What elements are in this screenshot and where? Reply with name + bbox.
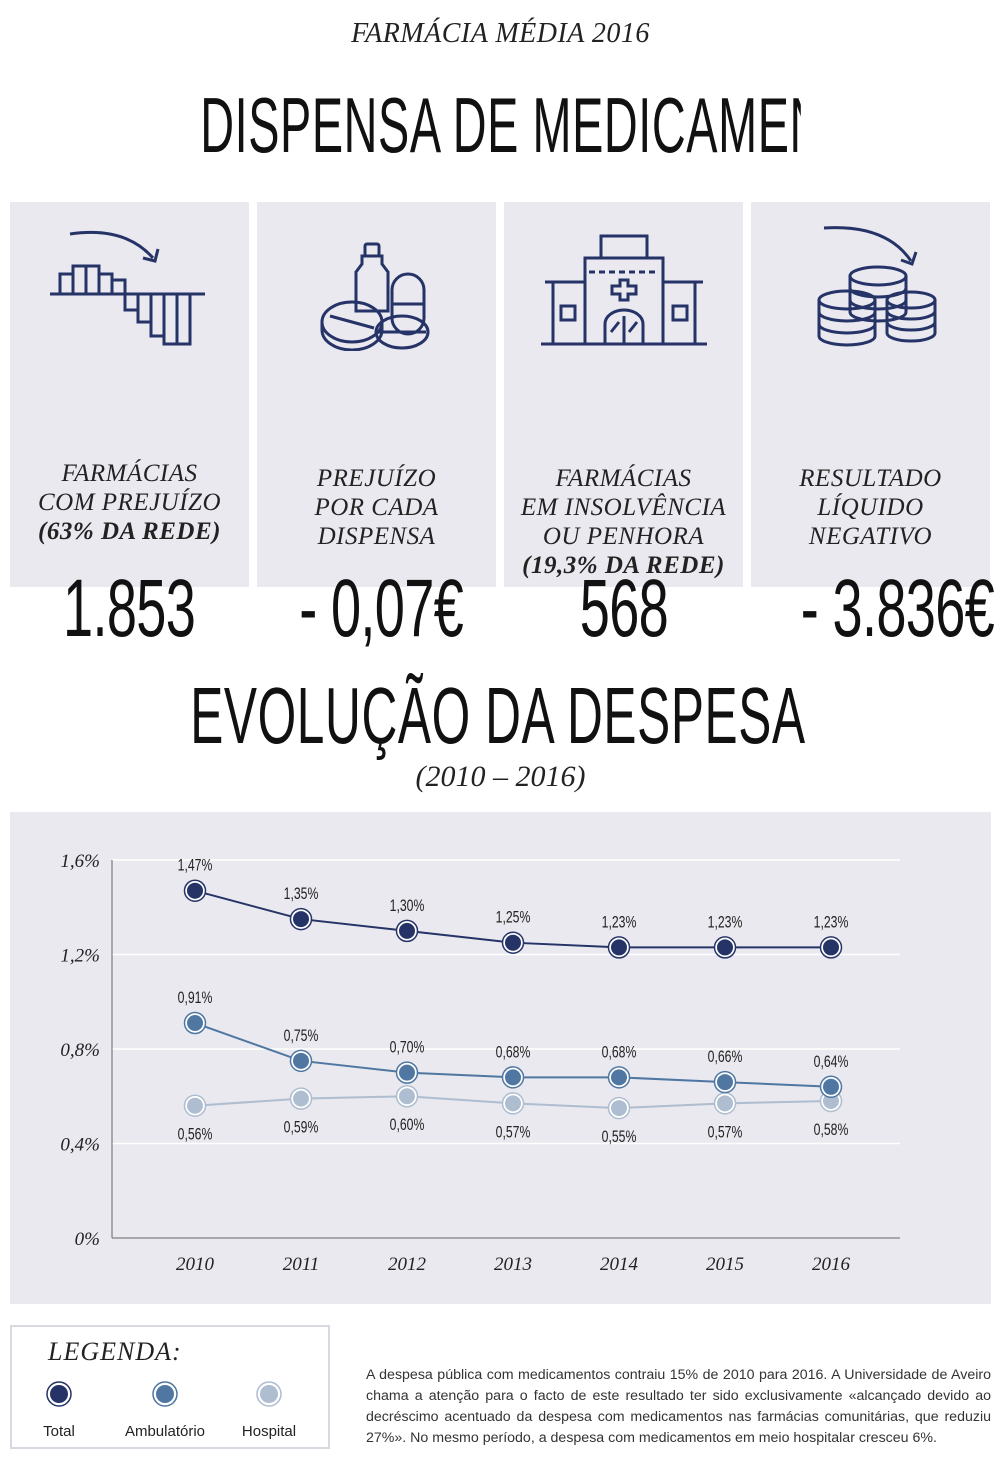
data-label: 0,57%	[496, 1124, 531, 1142]
stat-caption: RESULTADO LÍQUIDO NEGATIVO	[799, 465, 942, 550]
data-point	[823, 939, 839, 956]
y-tick-label: 0,4%	[60, 1135, 100, 1156]
legend-item-hospital: Hospital	[214, 1379, 324, 1440]
data-point	[293, 1090, 309, 1107]
data-label: 0,64%	[814, 1053, 849, 1071]
x-tick-label: 2016	[812, 1254, 851, 1275]
data-label: 0,70%	[390, 1039, 425, 1057]
pharmacy-building-icon	[541, 234, 707, 346]
data-point	[611, 939, 627, 956]
x-tick-label: 2013	[494, 1254, 532, 1275]
declining-bars-icon	[50, 230, 205, 346]
stat-card-loss-per-dispense: - 0,07€ PREJUÍZO POR CADA DISPENSA	[257, 202, 496, 654]
legend-label: Ambulatório	[124, 1423, 206, 1440]
data-label: 1,23%	[602, 914, 637, 932]
legend-item-ambulatorio: Ambulatório	[110, 1379, 220, 1440]
stat-value: 1.853	[63, 563, 196, 654]
data-label: 0,66%	[708, 1048, 743, 1066]
data-label: 0,75%	[284, 1027, 319, 1045]
data-point	[187, 882, 203, 899]
data-point	[717, 939, 733, 956]
data-label: 0,55%	[602, 1128, 637, 1146]
legend-marker-ambulatorio	[152, 1381, 178, 1407]
data-point	[293, 911, 309, 928]
stat-caption: FARMÁCIAS EM INSOLVÊNCIA OU PENHORA (19,…	[504, 464, 743, 580]
data-label: 1,47%	[178, 857, 213, 875]
data-label: 1,23%	[814, 914, 849, 932]
data-label: 1,25%	[496, 909, 531, 927]
data-point	[505, 1069, 521, 1086]
data-label: 0,58%	[814, 1121, 849, 1139]
data-label: 0,91%	[178, 989, 213, 1007]
data-point	[717, 1095, 733, 1112]
data-point	[293, 1052, 309, 1069]
legend: LEGENDA: Total Ambulatório Hospital	[10, 1325, 330, 1449]
y-tick-label: 1,6%	[60, 851, 100, 872]
data-point	[187, 1097, 203, 1114]
section-period: (2010 – 2016)	[415, 760, 586, 793]
stat-card-insolvent-pharmacies: 568 FARMÁCIAS EM INSOLVÊNCIA OU PENHORA …	[504, 202, 743, 654]
data-point	[399, 922, 415, 939]
data-point	[187, 1015, 203, 1032]
data-point	[717, 1074, 733, 1091]
coin-stacks-icon	[817, 226, 937, 347]
headline: DISPENSA DE MEDICAMENTOS COMPARTICIPADOS	[200, 81, 801, 169]
section-title: EVOLUÇÃO DA DESPESA COM MEDICAMENTOS	[190, 671, 811, 760]
legend-title: LEGENDA:	[48, 1337, 182, 1366]
data-label: 1,23%	[708, 914, 743, 932]
data-point	[823, 1078, 839, 1095]
stat-value: - 3.836€	[800, 563, 995, 654]
stat-caption: PREJUÍZO POR CADA DISPENSA	[314, 465, 439, 550]
data-point	[505, 1095, 521, 1112]
footnote: A despesa pública com medicamentos contr…	[366, 1367, 991, 1446]
data-label: 0,59%	[284, 1119, 319, 1137]
legend-marker-hospital	[256, 1381, 282, 1407]
data-label: 0,68%	[496, 1044, 531, 1062]
data-label: 0,60%	[390, 1116, 425, 1134]
data-label: 0,57%	[708, 1124, 743, 1142]
x-tick-label: 2015	[706, 1254, 744, 1275]
stat-value: - 0,07€	[299, 563, 464, 654]
medicine-pills-icon	[320, 242, 430, 351]
legend-item-total: Total	[4, 1379, 114, 1440]
x-tick-label: 2012	[388, 1254, 427, 1275]
data-label: 1,30%	[390, 897, 425, 915]
legend-label: Total	[43, 1423, 75, 1440]
data-point	[505, 934, 521, 951]
x-tick-label: 2014	[600, 1254, 639, 1275]
line-chart-svg: 0% 0,4% 0,8% 1,2% 1,6% 2010 2011 2012 2013 2014 20…	[60, 851, 900, 1275]
data-label: 1,35%	[284, 885, 319, 903]
legend-label: Hospital	[241, 1423, 297, 1440]
line-chart: 0% 0,4% 0,8% 1,2% 1,6% 2010 2011 2012 2013 2014 20…	[10, 812, 991, 1304]
data-point	[399, 1088, 415, 1105]
y-tick-label: 0%	[75, 1229, 100, 1250]
stat-card-loss-pharmacies: 1.853 FARMÁCIAS COM PREJUÍZO (63% DA RED…	[10, 202, 249, 654]
stat-caption: FARMÁCIAS COM PREJUÍZO (63% DA REDE)	[10, 459, 249, 546]
y-tick-label: 0,8%	[60, 1040, 100, 1061]
data-label: 0,56%	[178, 1126, 213, 1144]
data-point	[399, 1064, 415, 1081]
kicker: FARMÁCIA MÉDIA 2016	[351, 18, 650, 49]
stat-note: (19,3% DA REDE)	[522, 552, 725, 579]
legend-marker-total	[46, 1381, 72, 1407]
stat-card-net-result: - 3.836€ RESULTADO LÍQUIDO NEGATIVO	[751, 202, 995, 654]
data-point	[611, 1100, 627, 1117]
data-point	[611, 1069, 627, 1086]
x-tick-label: 2010	[176, 1254, 215, 1275]
stat-note: (63% DA REDE)	[38, 518, 221, 545]
data-label: 0,68%	[602, 1044, 637, 1062]
stat-value: 568	[579, 563, 668, 654]
y-tick-label: 1,2%	[60, 946, 100, 967]
x-tick-label: 2011	[283, 1254, 320, 1275]
